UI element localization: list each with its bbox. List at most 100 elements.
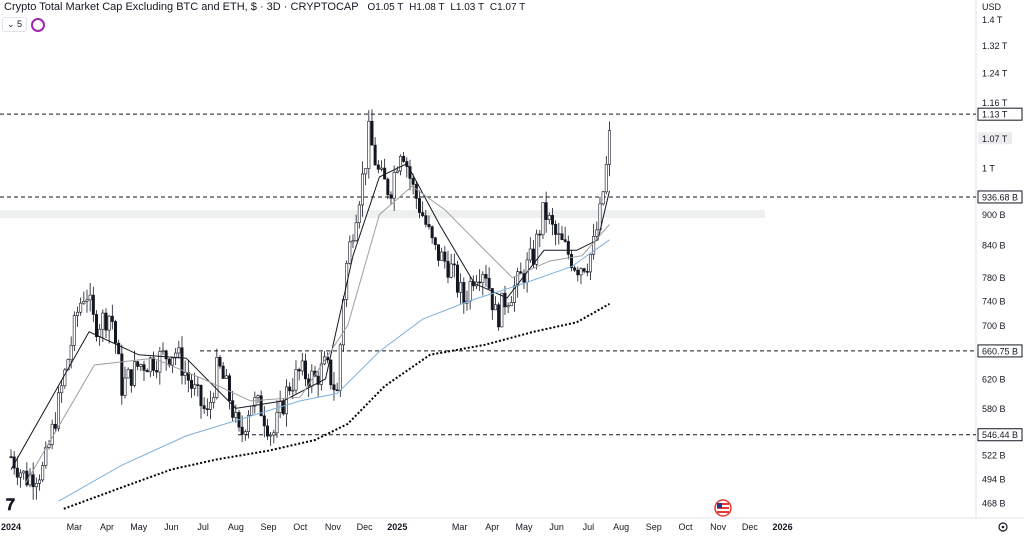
candle-body [557,233,561,236]
candle-body [104,312,108,331]
candle-body [506,305,510,308]
candle-body [56,392,60,429]
candle-body [360,173,364,206]
candle-body [607,130,611,165]
chart-header: Crypto Total Market Cap Excluding BTC an… [4,1,528,17]
x-tick-label: Sep [261,522,277,532]
candle-body [303,360,307,380]
open-value: O1.05 T [367,2,404,13]
y-tick-label: 494 B [982,475,1006,485]
y-tick-label: 1.16 T [982,98,1008,108]
x-tick-label: Dec [357,522,374,532]
ma-long-line [58,239,610,502]
x-tick-label: Dec [742,522,759,532]
candle-body [569,254,573,269]
candle-body [284,386,288,415]
candle-body [436,244,440,261]
candle-body [528,248,532,261]
x-tick-label: Nov [710,522,727,532]
candle-body [443,251,447,262]
candle-body [300,360,304,372]
ma-short-line [10,163,610,470]
candle-body [272,432,276,436]
settings-gear-icon[interactable] [998,522,1008,532]
candle-body [338,344,342,391]
y-tick-label: 660.75 B [982,346,1018,356]
candle-body [275,412,279,434]
candle-body [316,375,320,385]
candle-body [294,369,298,391]
candle-body [459,282,463,293]
candle-body [34,483,38,488]
y-tick-label: 1.4 T [982,15,1003,25]
candle-body [319,363,323,385]
candle-body [212,397,216,403]
candle-body [75,311,79,316]
x-tick-label: Jun [164,522,179,532]
candle-body [560,233,564,241]
x-tick-label: 2025 [387,522,407,532]
candle-body [427,224,431,228]
x-tick-label: Apr [485,522,499,532]
candle-body [259,395,263,417]
candle-body [142,364,146,371]
candle-body [155,370,159,373]
replay-icon[interactable] [31,17,46,32]
x-tick-label: Sep [646,522,662,532]
candle-body [180,347,184,376]
x-tick-label: Oct [678,522,693,532]
candle-body [478,281,482,284]
x-tick-label: Aug [228,522,244,532]
candle-body [291,389,295,392]
y-tick-label: 1.32 T [982,41,1008,51]
candle-body [389,194,393,199]
candle-body [170,357,174,366]
candle-body [541,202,545,236]
candle-body [484,274,488,279]
indicator-count: 5 [17,19,23,29]
x-tick-label: 2024 [1,522,21,532]
candle-body [367,120,371,169]
candle-body [189,380,193,389]
candle-body [579,268,583,276]
candle-body [262,415,266,427]
candle-body [94,314,98,337]
last-price-tag [978,132,1012,145]
chart-title: Crypto Total Market Cap Excluding BTC an… [4,1,359,13]
indicators-toggle-button[interactable]: ⌄ 5 [2,17,28,32]
candle-body [161,350,165,353]
candle-body [376,164,380,170]
candle-body [41,465,45,481]
x-tick-label: May [515,522,533,532]
candle-body [329,359,333,386]
candle-body [22,470,26,474]
y-tick-label: 936.68 B [982,192,1018,202]
price-axis[interactable]: 468 B 494 B 522 B 546.44 B 580 B 620 B 660.75 … [977,0,1023,509]
candle-body [392,171,396,199]
candle-body [15,467,19,478]
candle-body [348,241,352,264]
candle-body [253,397,257,407]
candle-body [288,386,292,392]
x-tick-label: Mar [67,522,83,532]
candle-body [208,401,212,410]
candle-body [234,412,238,418]
candle-body [411,178,415,185]
candle-body [101,312,105,330]
time-axis[interactable]: 2024 Mar Apr May Jun Jul Aug Sep Oct Nov Dec 2025 Ma… [1,522,793,532]
candle-body [452,263,456,266]
candle-body [592,235,596,255]
flag-icon [714,499,732,517]
currency-selector[interactable]: USD [982,2,1002,12]
candle-body [256,395,260,398]
y-tick-label: 1.13 T [982,110,1008,120]
candle-body [449,263,453,278]
candle-body [417,198,421,213]
candle-body [158,351,162,373]
x-tick-label: 2026 [773,522,793,532]
price-level-tag [977,428,1023,442]
resistance-zone [0,210,765,218]
candle-body [421,212,425,216]
candle-body [218,357,222,367]
